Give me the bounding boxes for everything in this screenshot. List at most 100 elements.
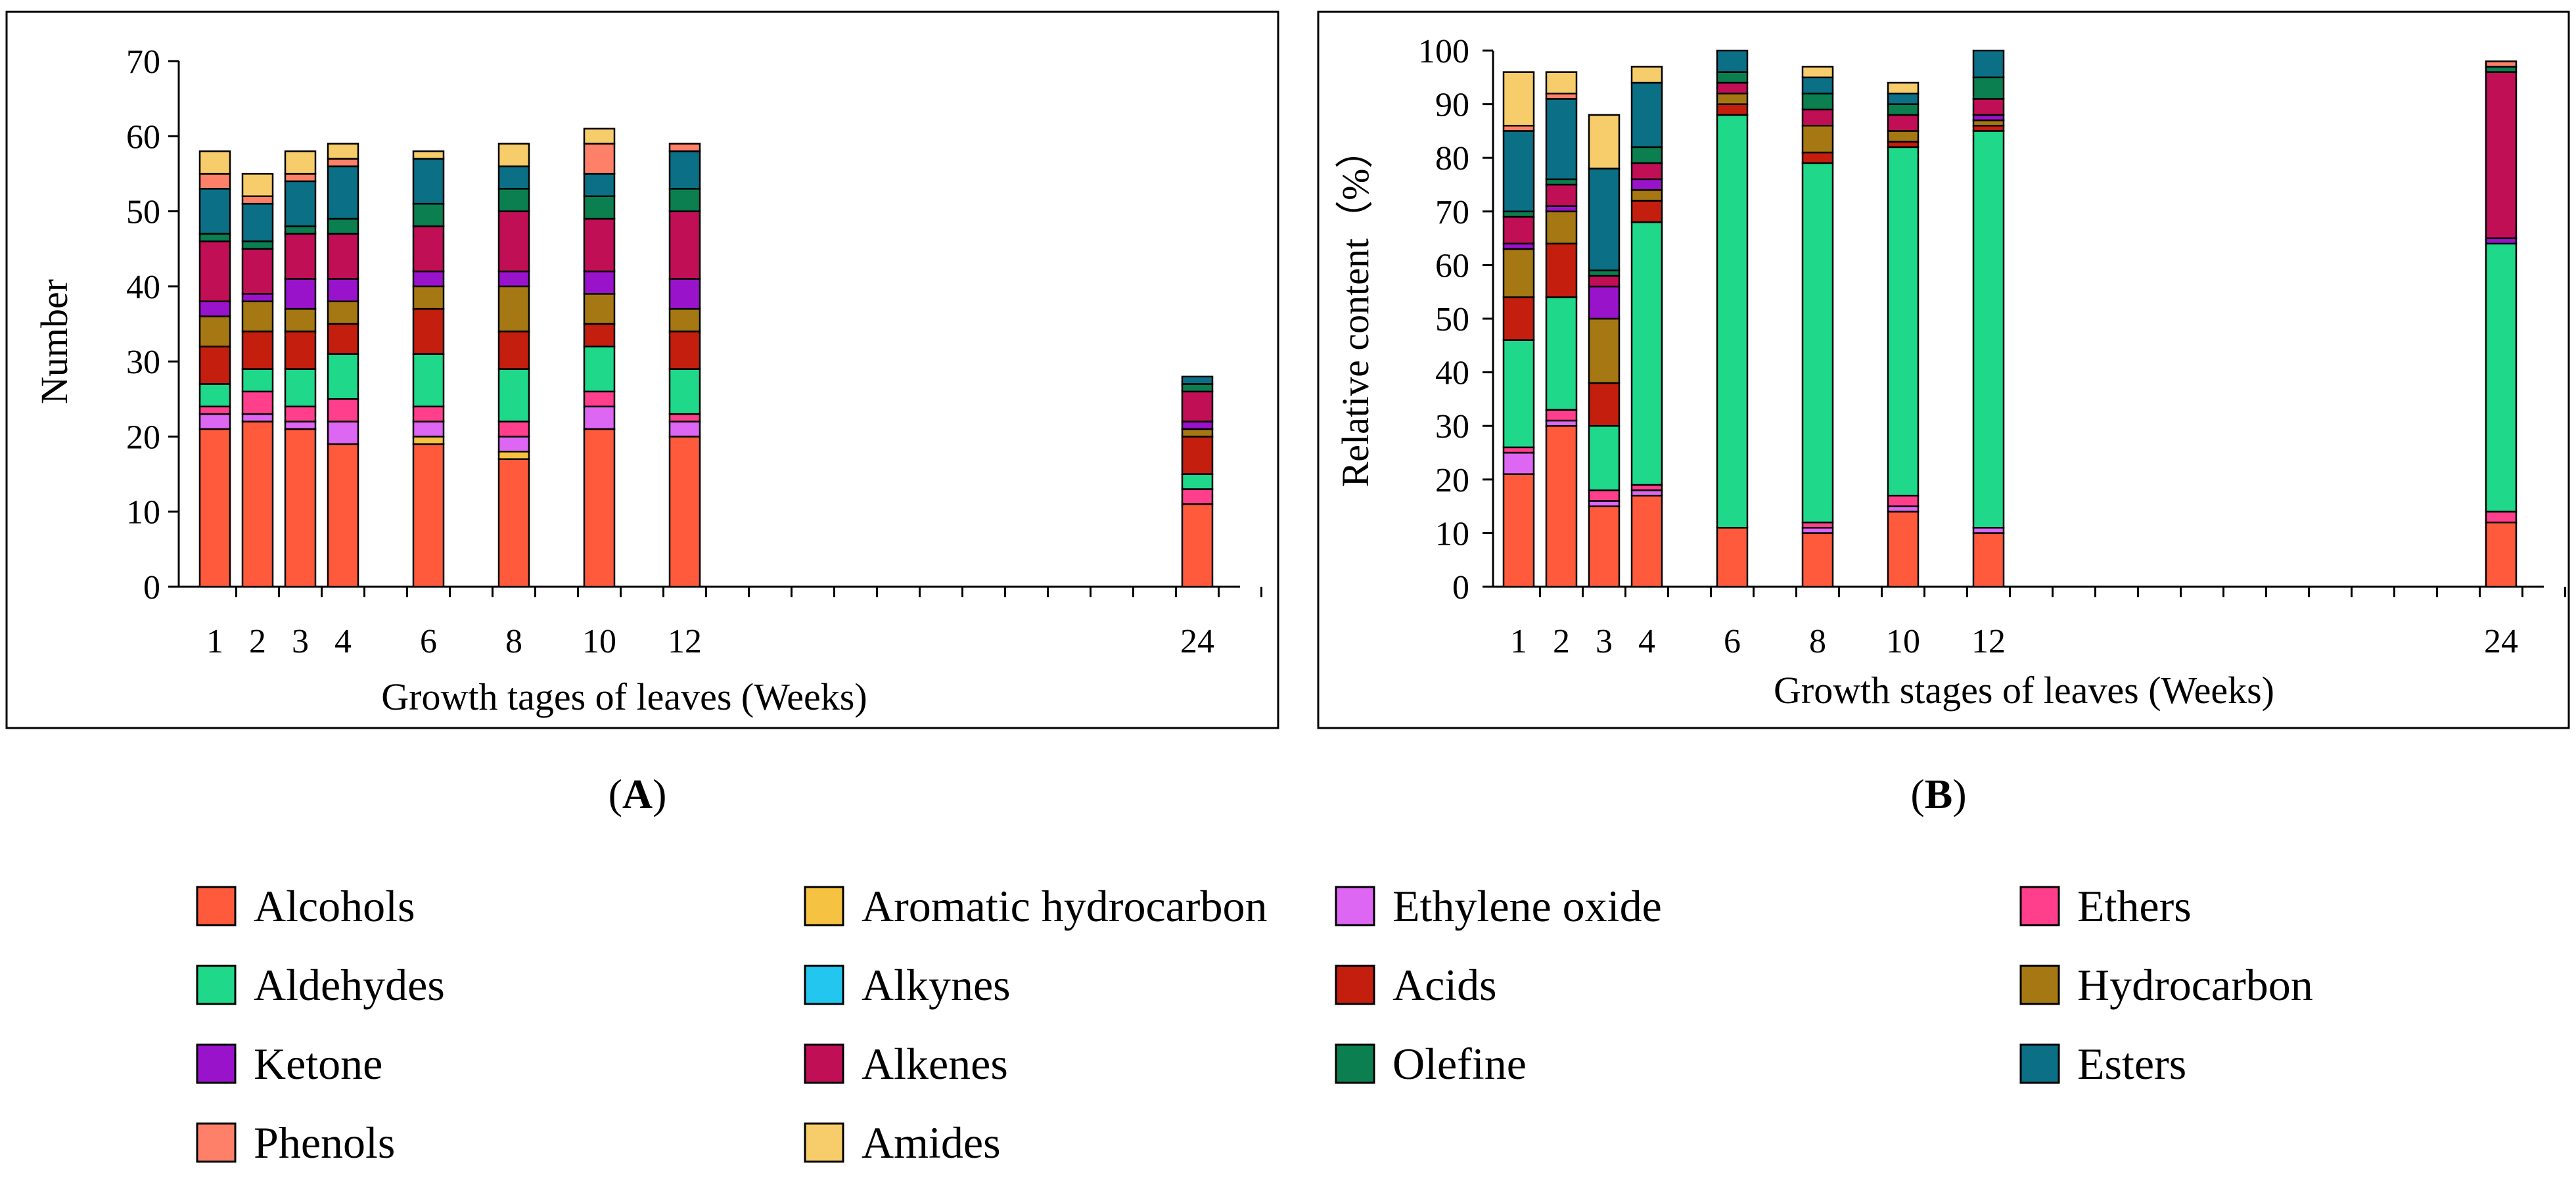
panel-b-bar-segment-amides: [1588, 114, 1621, 170]
panel-b-bar-segment-phenols: [2485, 60, 2518, 68]
panel-b-x-tick-label: 6: [1724, 623, 1741, 660]
panel-b-bar-segment-esters: [1545, 98, 1578, 181]
panel-a-bar-segment-ethylene-oxide: [284, 421, 317, 430]
panel-a-bar-segment-acids: [1181, 436, 1214, 475]
legend-label-acids: Acids: [1392, 960, 1497, 1010]
panel-a-bar-segment-alkenes: [497, 210, 530, 273]
panel-b-x-tick-label: 12: [1971, 623, 2006, 660]
panel-b-bar-segment-aldehydes: [1545, 296, 1578, 411]
panel-a-bar-segment-olefine: [668, 188, 701, 212]
panel-a-bar-segment-alcohols: [284, 428, 317, 588]
panel-a-bar-segment-acids: [497, 330, 530, 370]
panel-a-bar-segment-amides: [241, 173, 274, 197]
panel-a-x-tick-label: 12: [668, 623, 702, 660]
panel-a-bar-segment-aldehydes: [198, 383, 231, 407]
panel-b-bar-week-12: [1972, 49, 2005, 588]
panel-a-bar-segment-hydrocarbon: [241, 300, 274, 332]
legend-swatch-hydrocarbon: [2019, 965, 2060, 1005]
panel-a-bar-segment-ketone: [1181, 421, 1214, 430]
panel-b-x-axis-title: Growth stages of leaves (Weeks): [1774, 669, 2274, 712]
legend-swatch-alcohols: [196, 886, 237, 926]
panel-b-bar-segment-aldehydes: [1630, 221, 1663, 486]
panel-b-bar-segment-alkenes: [2485, 71, 2518, 239]
panel-a-bar-segment-hydrocarbon: [583, 293, 616, 325]
panel-b-bar-segment-alkenes: [1545, 183, 1578, 207]
legend-swatch-aldehydes: [196, 965, 237, 1005]
legend-label-olefine: Olefine: [1392, 1039, 1527, 1089]
panel-a-x-tick-label: 2: [249, 623, 266, 660]
panel-b-bar-week-24: [2485, 60, 2518, 588]
panel-a-bar-segment-alcohols: [327, 443, 359, 588]
panel-b-y-tick-label: 80: [1435, 140, 1469, 177]
panel-a-bar-segment-esters: [241, 202, 274, 242]
panel-a-bar-segment-olefine: [327, 217, 359, 235]
panel-a-x-tick-label: 8: [505, 623, 522, 660]
panel-a-bar-segment-alcohols: [241, 421, 274, 588]
panel-a-bar-segment-aldehydes: [668, 368, 701, 415]
panel-a-bar-segment-acids: [412, 307, 445, 355]
panel-a-bar-segment-esters: [583, 173, 616, 197]
panel-a-bar-segment-amides: [497, 143, 530, 168]
panel-b-bar-segment-ethers: [2485, 511, 2518, 524]
legend-label-hydrocarbon: Hydrocarbon: [2077, 960, 2313, 1010]
panel-b-bar-segment-acids: [1630, 200, 1663, 223]
legend-label-alcohols: Alcohols: [254, 881, 415, 931]
panel-a-bar-segment-ketone: [198, 300, 231, 317]
panel-a-bar-segment-alcohols: [668, 436, 701, 588]
panel-b-bar-segment-aldehydes: [2485, 242, 2518, 513]
panel-b-y-tick-label: 20: [1435, 462, 1469, 499]
panel-b-bar-segment-aldehydes: [1801, 162, 1834, 524]
panel-a-bar-segment-amides: [327, 143, 359, 160]
panel-b-bar-segment-ethers: [1887, 495, 1920, 507]
panel-b-bar-segment-alcohols: [2485, 521, 2518, 588]
panel-b-bar-segment-ketone: [1630, 178, 1663, 191]
panel-b-bar-segment-esters: [1630, 81, 1663, 148]
panel-b-bar-segment-ethylene-oxide: [1502, 451, 1535, 475]
panel-a-bar-segment-alkenes: [668, 210, 701, 280]
panel-b-bar-segment-esters: [1588, 168, 1621, 271]
panel-a-bar-segment-ethers: [668, 413, 701, 422]
legend-item-esters: Esters: [2019, 1039, 2186, 1089]
panel-b-bar-segment-hydrocarbon: [1630, 189, 1663, 202]
legend-label-amides: Amides: [862, 1118, 1001, 1168]
panel-a-bar-segment-alkenes: [327, 233, 359, 280]
panel-b-bar-week-8: [1801, 66, 1834, 588]
legend-swatch-amides: [804, 1122, 844, 1163]
panel-a-bar-segment-alcohols: [198, 428, 231, 588]
panel-a-y-tick-label: 10: [126, 494, 160, 532]
panel-a-bar-segment-aldehydes: [497, 368, 530, 422]
panel-a-bar-week-4: [327, 143, 359, 588]
panel-a-bar-segment-hydrocarbon: [284, 307, 317, 332]
legend-swatch-olefine: [1335, 1043, 1375, 1084]
panel-b-x-tick-label: 24: [2484, 623, 2518, 660]
panel-b-bar-segment-acids: [1716, 103, 1749, 116]
legend-item-hydrocarbon: Hydrocarbon: [2019, 960, 2313, 1010]
panel-b-bar-segment-hydrocarbon: [1801, 124, 1834, 154]
panel-a-bar-segment-alcohols: [583, 428, 616, 588]
panel-b-y-tick-label: 50: [1435, 301, 1469, 338]
panel-a-x-tick-label: 3: [292, 623, 309, 660]
panel-a-bar-week-6: [412, 150, 445, 588]
panel-a-bar-segment-ketone: [241, 293, 274, 302]
panel-b-bar-segment-alcohols: [1801, 532, 1834, 588]
panel-b-bar-segment-aldehydes: [1972, 130, 2005, 529]
panel-a-bar-segment-ethylene-oxide: [327, 421, 359, 445]
panel-b-bar-segment-aldehydes: [1502, 339, 1535, 449]
legend-swatch-acids: [1335, 965, 1375, 1005]
panel-a-bar-segment-acids: [327, 323, 359, 355]
panel-b-bar-segment-alcohols: [1545, 424, 1578, 588]
panel-a-bar-segment-olefine: [1181, 383, 1214, 393]
panel-b-x-tick-label: 1: [1510, 623, 1527, 660]
panel-a-bar-week-3: [284, 150, 317, 588]
panel-a-bar-segment-ethers: [241, 390, 274, 415]
panel-a-bar-week-1: [198, 150, 231, 588]
panel-a-bar-segment-alcohols: [1181, 503, 1214, 588]
legend-swatch-ethers: [2019, 886, 2060, 926]
panel-b-bar-segment-alkenes: [1502, 216, 1535, 245]
panel-b-bar-segment-alkenes: [1716, 81, 1749, 95]
panel-b-bar-segment-ethers: [1588, 489, 1621, 502]
panel-a-bar-segment-esters: [327, 165, 359, 220]
panel-a-bar-segment-esters: [668, 150, 701, 190]
panel-a-bar-segment-ketone: [497, 270, 530, 288]
panel-b-label: (B): [1910, 771, 1966, 817]
